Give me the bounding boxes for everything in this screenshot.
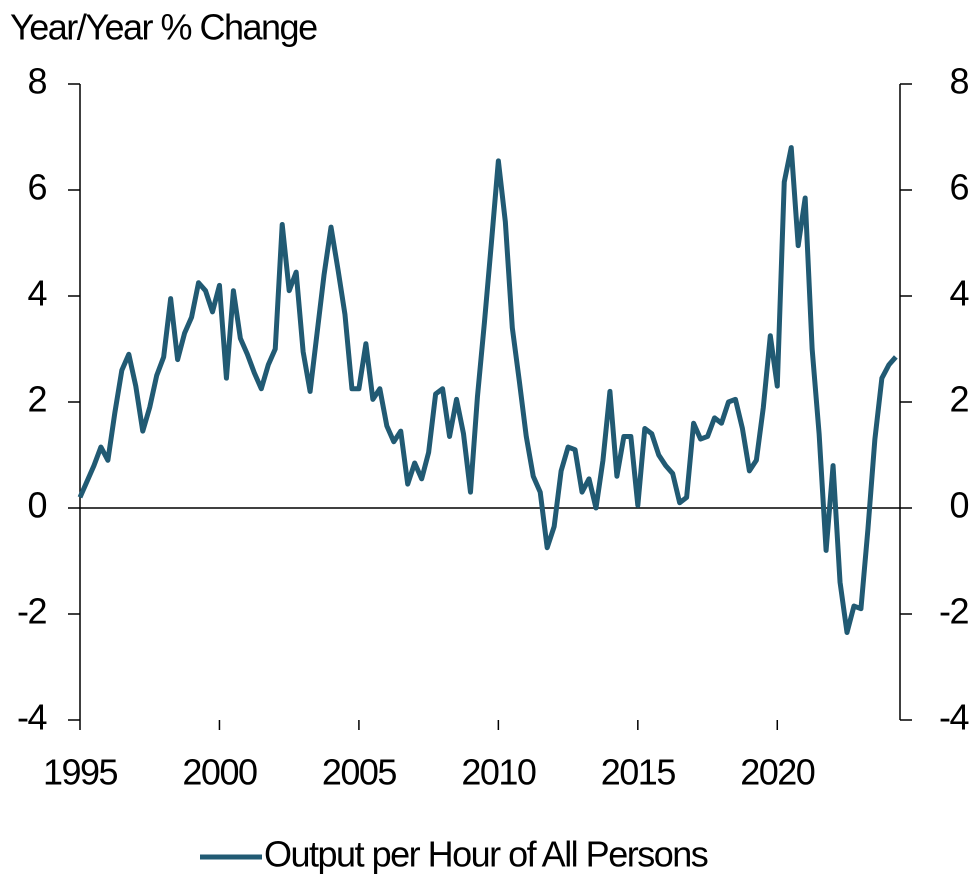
x-tick-label: 1995	[43, 752, 118, 793]
y-tick-label: -4	[17, 697, 46, 738]
x-tick-label: 2010	[461, 752, 536, 793]
y-tick-label: -2	[17, 591, 46, 632]
y2-tick-label: -4	[939, 697, 968, 738]
x-tick-label: 2015	[601, 752, 676, 793]
y2-tick-label: 8	[949, 61, 968, 102]
series-line	[77, 145, 898, 636]
y-tick-label: 0	[27, 485, 46, 526]
x-tick-label: 2000	[182, 752, 257, 793]
y2-tick-label: 4	[949, 273, 968, 314]
y2-tick-label: 0	[949, 485, 968, 526]
y2-tick-label: -2	[939, 591, 968, 632]
y-tick-label: 6	[27, 167, 46, 208]
x-tick-label: 2020	[740, 752, 815, 793]
y2-tick-label: 6	[949, 167, 968, 208]
y2-tick-label: 2	[949, 379, 968, 420]
y-axis-label: Year/Year % Change	[10, 7, 317, 48]
legend-label: Output per Hour of All Persons	[264, 834, 708, 875]
y-tick-label: 8	[27, 61, 46, 102]
y-tick-label: 4	[27, 273, 46, 314]
x-tick-label: 2005	[322, 752, 397, 793]
y-tick-label: 2	[27, 379, 46, 420]
